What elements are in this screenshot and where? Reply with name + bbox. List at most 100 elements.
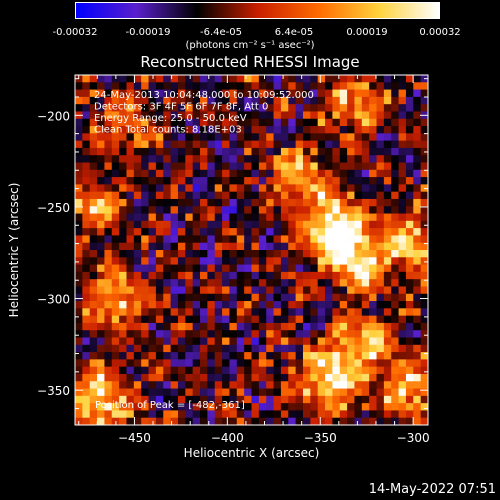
heatmap-pixel: [332, 322, 341, 331]
heatmap-pixel: [354, 257, 363, 266]
heatmap-pixel: [192, 366, 201, 375]
heatmap-pixel: [251, 126, 260, 134]
heatmap-pixel: [354, 315, 363, 324]
heatmap-pixel: [288, 177, 297, 185]
heatmap-pixel: [295, 111, 304, 120]
heatmap-pixel: [185, 257, 194, 266]
x-tick-label: −300: [397, 431, 430, 445]
y-tick-label: −350: [37, 384, 70, 398]
heatmap-pixel: [177, 191, 186, 200]
heatmap-pixel: [413, 82, 422, 91]
heatmap-pixel: [339, 242, 348, 251]
heatmap-pixel: [420, 322, 429, 331]
heatmap-pixel: [177, 213, 186, 222]
heatmap-pixel: [391, 191, 400, 200]
heatmap-pixel: [405, 381, 414, 390]
heatmap-pixel: [82, 293, 91, 302]
heatmap-pixel: [332, 184, 341, 193]
heatmap-pixel: [82, 96, 91, 105]
heatmap-pixel: [361, 279, 370, 287]
heatmap-pixel: [391, 235, 400, 244]
heatmap-pixel: [222, 344, 230, 353]
heatmap-pixel: [126, 96, 135, 105]
heatmap-pixel: [405, 104, 414, 112]
heatmap-pixel: [266, 191, 275, 200]
heatmap-pixel: [398, 373, 407, 382]
heatmap-pixel: [295, 250, 304, 258]
heatmap-pixel: [391, 111, 400, 120]
heatmap-pixel: [376, 104, 385, 112]
heatmap-pixel: [383, 111, 392, 120]
heatmap-pixel: [82, 191, 91, 200]
heatmap-pixel: [339, 213, 348, 222]
heatmap-pixel: [89, 140, 98, 149]
heatmap-pixel: [82, 308, 91, 317]
heatmap-pixel: [317, 191, 326, 200]
heatmap-pixel: [251, 286, 260, 295]
heatmap-pixel: [119, 373, 127, 382]
heatmap-pixel: [170, 417, 179, 426]
heatmap-pixel: [258, 250, 267, 258]
heatmap-pixel: [141, 206, 150, 215]
heatmap-pixel: [119, 322, 127, 331]
heatmap-pixel: [405, 191, 414, 200]
heatmap-pixel: [229, 308, 238, 317]
heatmap-pixel: [244, 104, 252, 112]
heatmap-pixel: [170, 337, 179, 346]
heatmap-pixel: [258, 162, 267, 171]
heatmap-pixel: [354, 235, 363, 244]
heatmap-pixel: [82, 75, 91, 83]
heatmap-pixel: [236, 301, 245, 309]
heatmap-pixel: [192, 279, 201, 287]
heatmap-pixel: [280, 147, 289, 156]
heatmap-pixel: [97, 242, 105, 251]
heatmap-pixel: [244, 198, 252, 207]
heatmap-pixel: [170, 279, 179, 287]
heatmap-pixel: [155, 388, 164, 397]
heatmap-pixel: [339, 417, 348, 426]
heatmap-pixel: [376, 410, 385, 419]
heatmap-pixel: [207, 191, 216, 200]
heatmap-pixel: [258, 337, 267, 346]
heatmap-pixel: [111, 169, 120, 178]
heatmap-pixel: [258, 322, 267, 331]
heatmap-pixel: [229, 293, 238, 302]
heatmap-pixel: [354, 381, 363, 390]
heatmap-pixel: [295, 155, 304, 163]
heatmap-pixel: [310, 96, 319, 105]
heatmap-pixel: [200, 228, 208, 236]
heatmap-pixel: [192, 155, 201, 163]
heatmap-pixel: [177, 388, 186, 397]
heatmap-pixel: [347, 184, 355, 193]
heatmap-pixel: [398, 228, 407, 236]
heatmap-pixel: [420, 235, 429, 244]
heatmap-pixel: [170, 126, 179, 134]
heatmap-pixel: [170, 140, 179, 149]
heatmap-pixel: [163, 279, 172, 287]
heatmap-pixel: [192, 96, 201, 105]
heatmap-pixel: [347, 337, 355, 346]
heatmap-pixel: [325, 403, 333, 411]
heatmap-pixel: [258, 147, 267, 156]
heatmap-pixel: [214, 410, 223, 419]
annotation-layer: 24-May-2013 10:04:48.000 to 10:09:52.000…: [94, 90, 314, 411]
heatmap-pixel: [310, 293, 319, 302]
heatmap-pixel: [141, 301, 150, 309]
heatmap-pixel: [288, 381, 297, 390]
heatmap-pixel: [280, 198, 289, 207]
heatmap-pixel: [347, 315, 355, 324]
heatmap-pixel: [251, 213, 260, 222]
heatmap-pixel: [332, 330, 341, 338]
heatmap-pixel: [369, 257, 378, 266]
heatmap-pixel: [266, 104, 275, 112]
heatmap-pixel: [288, 417, 297, 426]
heatmap-pixel: [119, 271, 127, 280]
heatmap-pixel: [141, 82, 150, 91]
heatmap-pixel: [148, 118, 157, 127]
heatmap-pixel: [126, 169, 135, 178]
heatmap-pixel: [155, 279, 164, 287]
heatmap-pixel: [251, 250, 260, 258]
heatmap-pixel: [295, 140, 304, 149]
heatmap-pixel: [75, 82, 83, 91]
heatmap-pixel: [383, 75, 392, 83]
